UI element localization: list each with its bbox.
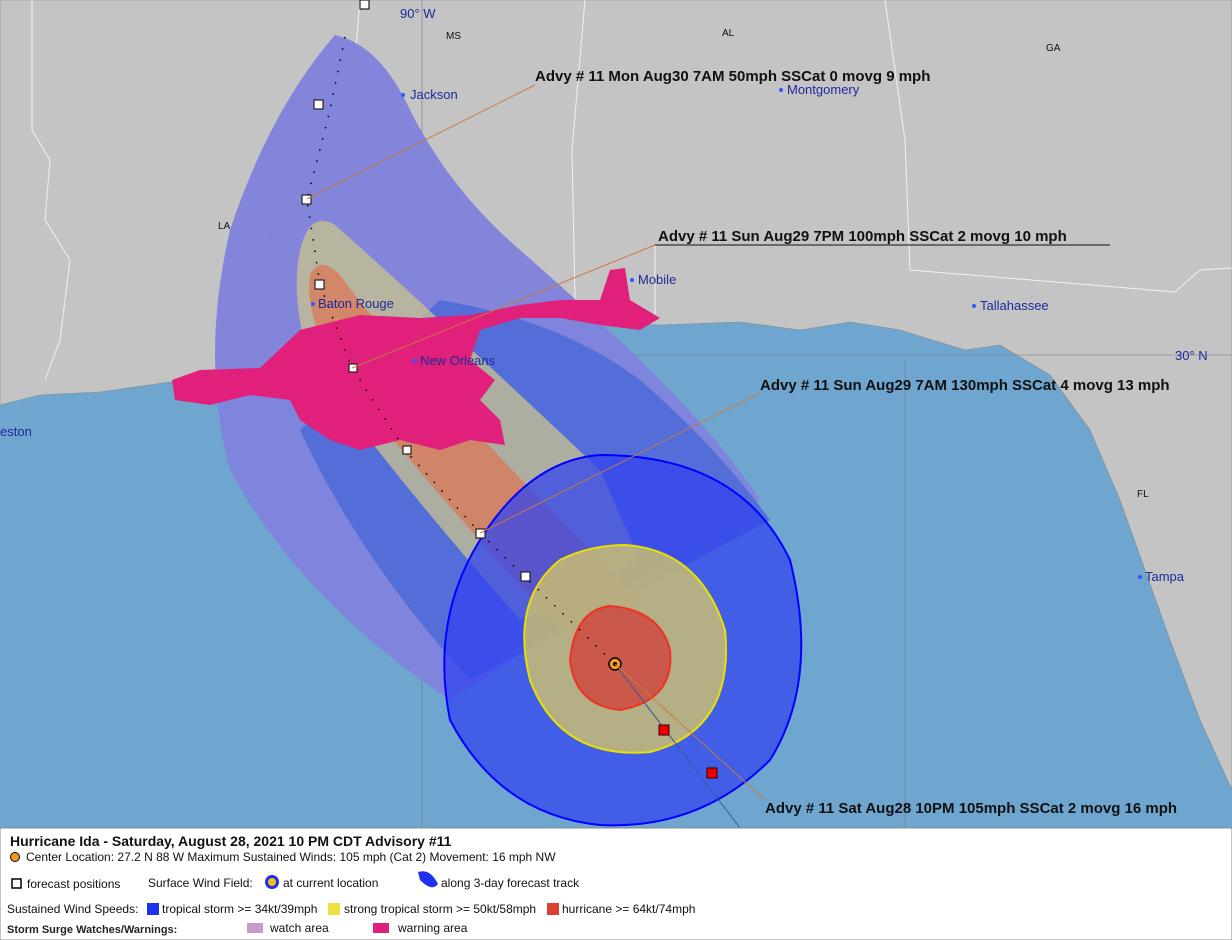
- swatch: [373, 923, 389, 933]
- city-label: Baton Rouge: [318, 296, 394, 311]
- state-label: MS: [446, 31, 461, 42]
- past-position: [706, 767, 718, 779]
- lon-label: 90° W: [400, 6, 436, 21]
- city-label: Tallahassee: [980, 298, 1049, 313]
- lat-label: 30° N: [1175, 348, 1208, 363]
- legend-text: tropical storm >= 34kt/39mph: [162, 902, 317, 916]
- advisory-annotation: Advy # 11 Sun Aug29 7AM 130mph SSCat 4 m…: [760, 377, 1170, 394]
- legend-text: along 3-day forecast track: [441, 876, 580, 890]
- wind-icon: [268, 878, 276, 886]
- state-label: LA: [218, 221, 231, 232]
- swatch: [147, 903, 159, 915]
- legend-text: warning area: [397, 921, 468, 935]
- city-label: New Orleans: [420, 353, 496, 368]
- leader-lines: [306, 84, 1110, 801]
- legend-details: Center Location: 27.2 N 88 W Maximum Sus…: [26, 850, 556, 864]
- legend-text: strong tropical storm >= 50kt/58mph: [344, 902, 536, 916]
- city-label: Montgomery: [787, 82, 860, 97]
- city-label: Jackson: [410, 87, 458, 102]
- past-position: [658, 724, 670, 736]
- forecast-icon: [11, 878, 22, 889]
- legend-text: at current location: [283, 876, 378, 890]
- legend-text: hurricane >= 64kt/74mph: [562, 902, 695, 916]
- state-label: FL: [1137, 489, 1149, 500]
- legend-text: forecast positions: [27, 877, 120, 891]
- advisory-annotation: Advy # 11 Sun Aug29 7PM 100mph SSCat 2 m…: [658, 228, 1067, 245]
- center-icon: [10, 852, 20, 862]
- forecast-track: [306, 36, 741, 829]
- legend-text: Storm Surge Watches/Warnings:: [7, 924, 177, 936]
- legend-title: Hurricane Ida - Saturday, August 28, 202…: [10, 833, 452, 849]
- city-label: Mobile: [638, 272, 676, 287]
- state-label: GA: [1046, 43, 1061, 54]
- advisory-annotation: Advy # 11 Sat Aug28 10PM 105mph SSCat 2 …: [765, 800, 1177, 817]
- legend-text: watch area: [269, 921, 329, 935]
- state-label: AL: [722, 28, 735, 39]
- warning-area: [172, 268, 660, 450]
- track-icon: [418, 871, 438, 888]
- city-dots: [311, 88, 1142, 579]
- city-label: eston: [0, 424, 32, 439]
- legend-panel: [0, 827, 1232, 940]
- city-label: Tampa: [1145, 569, 1185, 584]
- legend-text: Sustained Wind Speeds:: [7, 902, 138, 916]
- swatch: [547, 903, 559, 915]
- swatch: [328, 903, 340, 915]
- swatch: [247, 923, 263, 933]
- forecast-positions: [301, 0, 531, 582]
- hurricane-field: [568, 604, 672, 712]
- legend-text: Surface Wind Field:: [148, 876, 253, 890]
- advisory-annotation: Advy # 11 Mon Aug30 7AM 50mph SSCat 0 mo…: [535, 68, 930, 85]
